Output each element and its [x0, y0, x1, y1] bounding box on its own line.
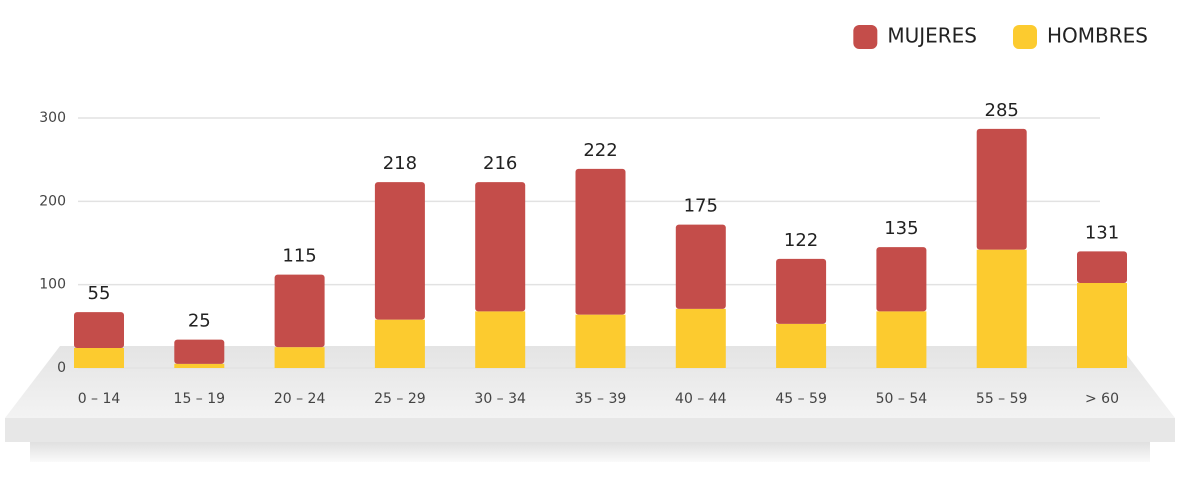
bar-segment — [174, 363, 225, 368]
total-label: 216 — [483, 153, 517, 174]
bar-segment — [976, 128, 1027, 250]
bar-segment — [274, 347, 325, 368]
total-label: 222 — [583, 140, 617, 161]
bar-segment — [74, 348, 124, 368]
x-tick-label: 35 – 39 — [575, 391, 627, 407]
y-tick-label: 200 — [39, 193, 66, 209]
x-tick-label: 20 – 24 — [274, 391, 326, 407]
y-tick-label: 0 — [57, 360, 66, 376]
total-label: 115 — [282, 246, 316, 267]
bar-segment — [776, 323, 827, 368]
total-label: 135 — [884, 218, 918, 239]
bar-segment — [876, 311, 927, 368]
x-tick-label: 15 – 19 — [174, 391, 226, 407]
total-label: 55 — [88, 283, 111, 304]
bar-segment — [374, 182, 425, 320]
total-label: 175 — [684, 196, 718, 217]
bar-segment — [575, 168, 626, 315]
x-tick-label: > 60 — [1085, 391, 1119, 407]
platform-edge — [5, 418, 1175, 442]
x-tick-label: 25 – 29 — [374, 391, 426, 407]
total-label: 25 — [188, 311, 211, 332]
bar-segment — [174, 339, 225, 364]
x-tick-label: 55 – 59 — [976, 391, 1028, 407]
x-tick-label: 45 – 59 — [775, 391, 827, 407]
bar-segment — [1077, 251, 1127, 283]
bar-segment — [374, 319, 425, 368]
bar-segment — [675, 224, 726, 309]
x-tick-label: 50 – 54 — [876, 391, 928, 407]
bar-segment — [675, 308, 726, 368]
legend-label: MUJERES — [887, 24, 977, 48]
bar-segment — [575, 314, 626, 368]
x-tick-label: 40 – 44 — [675, 391, 727, 407]
bar-segment — [976, 249, 1027, 368]
total-label: 285 — [985, 100, 1019, 121]
legend-swatch — [853, 25, 878, 49]
y-tick-label: 100 — [39, 277, 66, 293]
y-tick-label: 300 — [39, 110, 66, 126]
bar-segment — [74, 312, 124, 348]
bar-segment — [274, 274, 325, 348]
platform-shadow — [30, 442, 1150, 462]
x-tick-label: 30 – 34 — [474, 391, 526, 407]
legend-label: HOMBRES — [1047, 24, 1148, 48]
bar-segment — [1077, 283, 1127, 368]
x-tick-label: 0 – 14 — [78, 391, 121, 407]
total-label: 218 — [383, 153, 417, 174]
bar-segment — [475, 182, 526, 312]
bar-segment — [475, 311, 526, 368]
bar-segment — [776, 258, 827, 324]
legend-swatch — [1013, 25, 1037, 49]
total-label: 122 — [784, 230, 818, 251]
total-label: 131 — [1085, 222, 1119, 243]
bar-segment — [876, 247, 927, 312]
